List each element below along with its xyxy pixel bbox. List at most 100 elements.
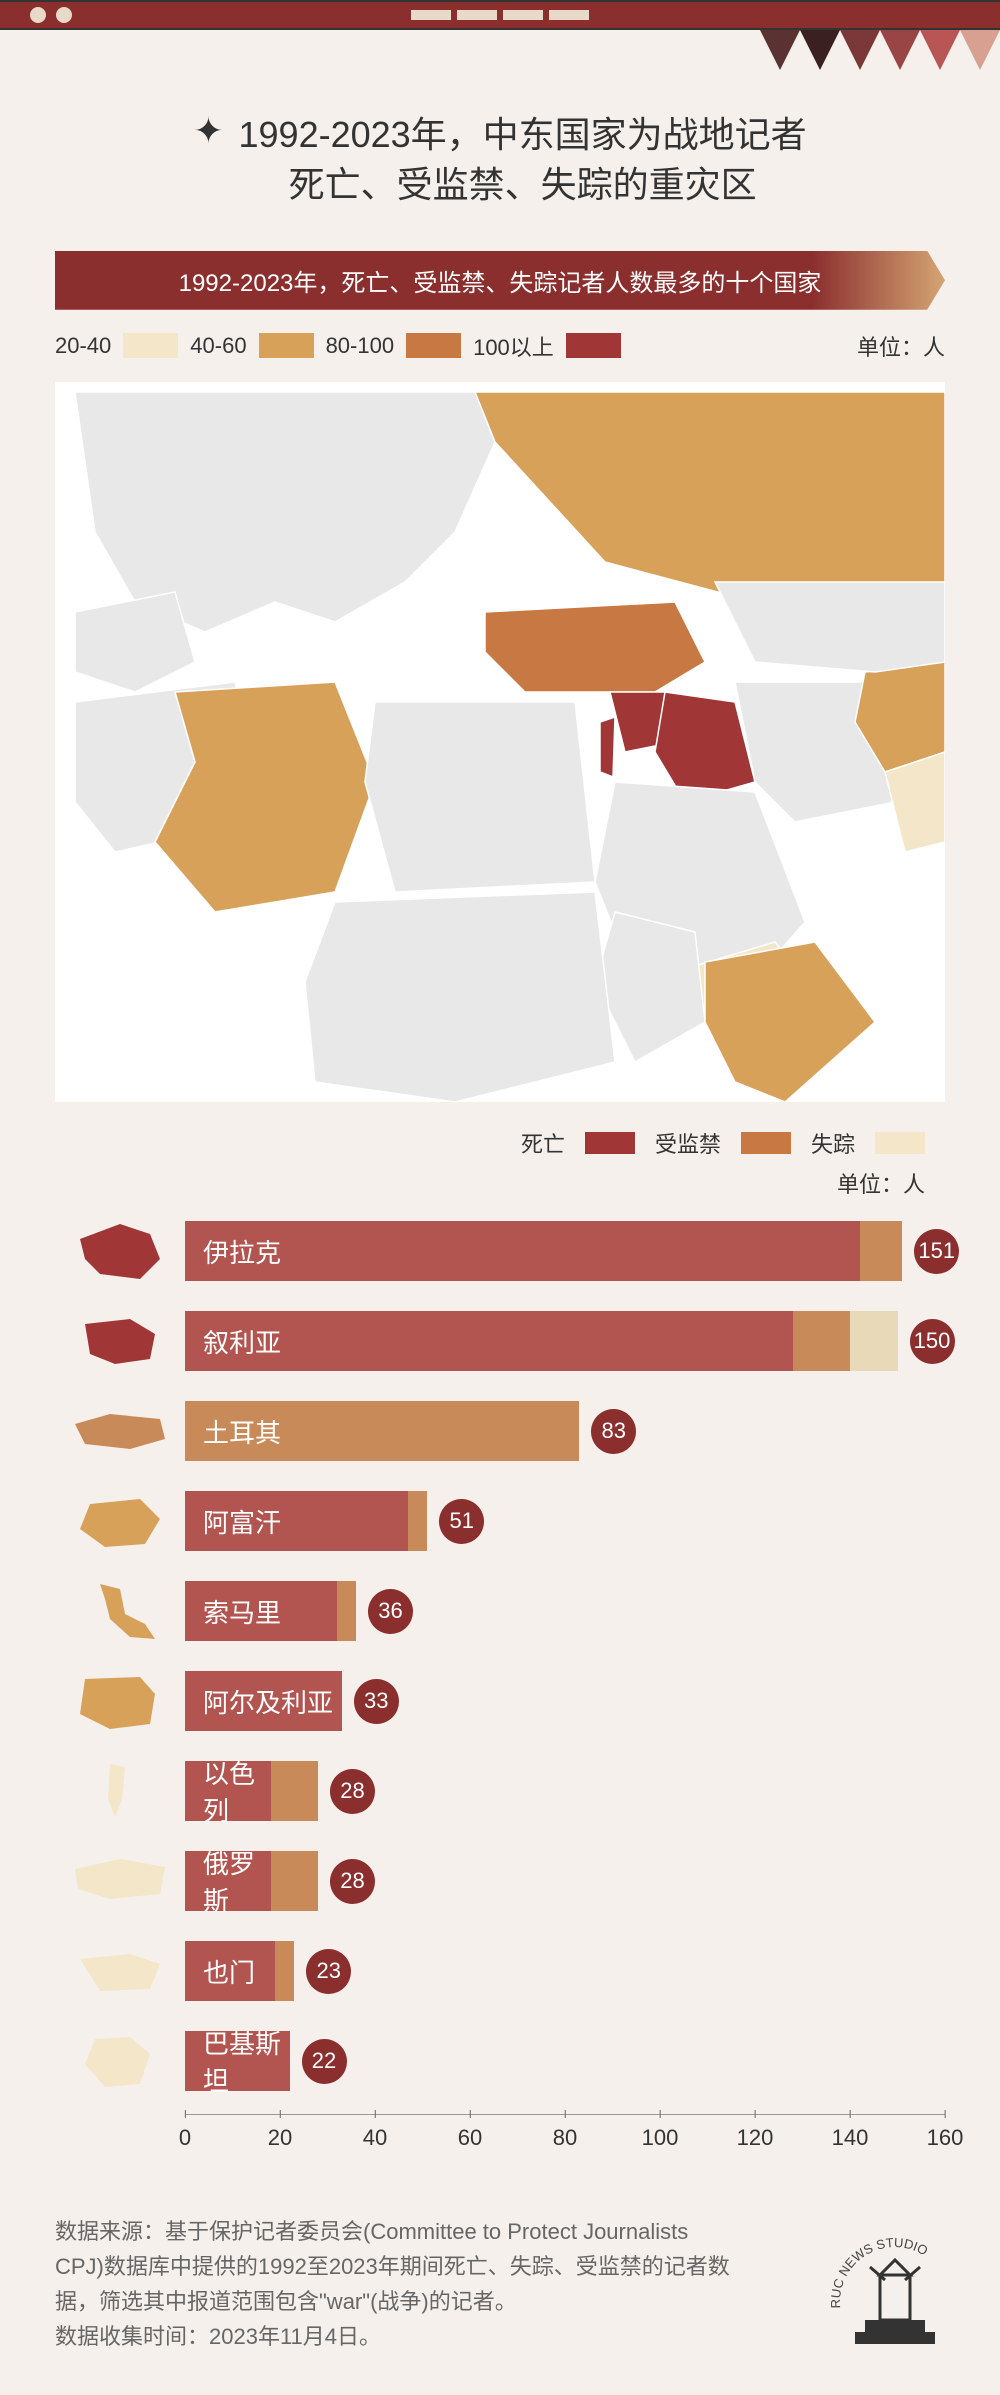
star-icon: ✦ [193, 110, 223, 152]
x-tick: 140 [832, 2125, 869, 2151]
bar-value: 28 [330, 1859, 375, 1904]
x-tick: 0 [179, 2125, 191, 2151]
legend-swatch [406, 333, 461, 358]
map-choropleth [55, 382, 945, 1102]
bar-row: 索马里 36 [55, 1574, 945, 1649]
country-icon [55, 1304, 185, 1379]
legend-swatch [259, 333, 314, 358]
bar-chart: 伊拉克151叙利亚150土耳其83阿富汗51索马里36阿尔及利亚33以色列28俄… [55, 1214, 945, 2099]
country-icon [55, 1394, 185, 1469]
bar-segment-death: 伊拉克 [185, 1221, 860, 1281]
bar-legend-swatch [875, 1132, 925, 1154]
world-map-svg [55, 382, 945, 1102]
header-triangles [0, 30, 1000, 70]
bar-container: 阿富汗 51 [185, 1491, 945, 1551]
bar-container: 索马里 36 [185, 1581, 945, 1641]
subtitle-banner: 1992-2023年，死亡、受监禁、失踪记者人数最多的十个国家 [55, 251, 945, 310]
page-title: 1992-2023年，中东国家为战地记者 死亡、受监禁、失踪的重灾区 [239, 110, 807, 211]
legend-unit: 单位：人 [857, 330, 945, 362]
legend-label: 100以上 [473, 330, 554, 362]
bar-value: 33 [354, 1679, 399, 1724]
bar-row: 叙利亚150 [55, 1304, 945, 1379]
bar-segment-imprisoned [271, 1761, 319, 1821]
bar-segment-death: 以色列 [185, 1761, 271, 1821]
header-bar [0, 0, 1000, 30]
x-tick: 100 [642, 2125, 679, 2151]
bar-container: 叙利亚 150 [185, 1311, 955, 1371]
bar-legend-swatch [741, 1132, 791, 1154]
legend-label: 40-60 [190, 333, 246, 359]
country-icon [55, 1844, 185, 1919]
bar-segment-imprisoned [793, 1311, 850, 1371]
x-tick: 160 [927, 2125, 964, 2151]
bar-value: 150 [910, 1319, 955, 1364]
map-country-turkey [485, 602, 705, 692]
bar-segment-death: 阿富汗 [185, 1491, 408, 1551]
x-tick: 80 [553, 2125, 577, 2151]
country-icon [55, 1214, 185, 1289]
bar-legend-label: 死亡 [521, 1127, 565, 1159]
header-dashes [411, 10, 589, 20]
bar-segment-imprisoned [275, 1941, 294, 2001]
bar-row: 以色列 28 [55, 1754, 945, 1829]
bar-container: 阿尔及利亚 33 [185, 1671, 945, 1731]
header-dots [30, 7, 72, 23]
bar-segment-death: 巴基斯坦 [185, 2031, 290, 2091]
country-icon [55, 1934, 185, 2009]
x-tick: 120 [737, 2125, 774, 2151]
bar-value: 151 [914, 1229, 959, 1274]
bar-segment-missing [850, 1311, 898, 1371]
x-axis: 020406080100120140160 [185, 2114, 945, 2164]
bar-segment-death: 索马里 [185, 1581, 337, 1641]
bar-value: 36 [368, 1589, 413, 1634]
bar-legend-label: 失踪 [811, 1127, 855, 1159]
bar-segment-imprisoned [337, 1581, 356, 1641]
legend-label: 80-100 [326, 333, 395, 359]
bar-row: 伊拉克151 [55, 1214, 945, 1289]
legend-swatch [566, 333, 621, 358]
bar-segment-death: 阿尔及利亚 [185, 1671, 342, 1731]
footer: 数据来源：基于保护记者委员会(Committee to Protect Jour… [0, 2194, 1000, 2395]
bar-value: 22 [302, 2039, 347, 2084]
bar-legend-label: 受监禁 [655, 1127, 721, 1159]
country-icon [55, 1664, 185, 1739]
bar-legend-swatch [585, 1132, 635, 1154]
ruc-logo: RUC NEWS STUDIO [830, 2225, 960, 2355]
footer-text: 数据来源：基于保护记者委员会(Committee to Protect Jour… [55, 2214, 945, 2355]
title-section: ✦ 1992-2023年，中东国家为战地记者 死亡、受监禁、失踪的重灾区 [55, 110, 945, 241]
x-tick: 60 [458, 2125, 482, 2151]
bar-segment-death: 叙利亚 [185, 1311, 793, 1371]
bar-container: 土耳其 83 [185, 1401, 945, 1461]
bar-container: 以色列 28 [185, 1761, 945, 1821]
bar-row: 也门 23 [55, 1934, 945, 2009]
bar-container: 巴基斯坦 22 [185, 2031, 945, 2091]
bar-container: 伊拉克 151 [185, 1221, 959, 1281]
bar-legend: 死亡 受监禁 失踪 [55, 1127, 945, 1159]
bar-row: 阿富汗 51 [55, 1484, 945, 1559]
country-icon [55, 1484, 185, 1559]
country-icon [55, 1754, 185, 1829]
legend-swatch [123, 333, 178, 358]
country-icon [55, 2024, 185, 2099]
legend-label: 20-40 [55, 333, 111, 359]
bar-segment-imprisoned [860, 1221, 903, 1281]
bar-row: 俄罗斯 28 [55, 1844, 945, 1919]
bar-value: 23 [306, 1949, 351, 1994]
x-tick: 40 [363, 2125, 387, 2151]
bar-segment-death: 也门 [185, 1941, 275, 2001]
map-legend: 20-40 40-60 80-100 100以上 单位：人 [55, 330, 945, 362]
bar-row: 阿尔及利亚 33 [55, 1664, 945, 1739]
country-icon [55, 1574, 185, 1649]
bar-segment-imprisoned: 土耳其 [185, 1401, 579, 1461]
bar-unit: 单位：人 [55, 1167, 945, 1199]
bar-value: 28 [330, 1769, 375, 1814]
bar-container: 也门 23 [185, 1941, 945, 2001]
bar-row: 巴基斯坦 22 [55, 2024, 945, 2099]
bar-value: 51 [439, 1499, 484, 1544]
bar-value: 83 [591, 1409, 636, 1454]
bar-segment-death: 俄罗斯 [185, 1851, 271, 1911]
bar-segment-imprisoned [408, 1491, 427, 1551]
bar-segment-imprisoned [271, 1851, 319, 1911]
bar-container: 俄罗斯 28 [185, 1851, 945, 1911]
x-tick: 20 [268, 2125, 292, 2151]
